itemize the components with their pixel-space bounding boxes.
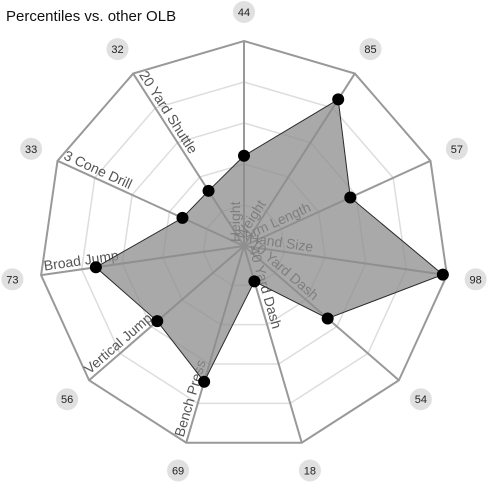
value-badge-text: 98: [469, 274, 481, 286]
value-badge-height: 44: [233, 1, 255, 23]
value-badge-text: 54: [415, 394, 427, 406]
value-badge-text: 33: [25, 144, 37, 156]
value-badge-arm-length: 57: [445, 137, 468, 160]
data-point-hand-size: [436, 268, 449, 281]
value-badge-bg: [409, 388, 432, 411]
value-badge-vertical-jump: 56: [56, 388, 79, 411]
axis-label-20-yard-shuttle: 20 Yard Shuttle: [136, 68, 201, 157]
data-point-bench-press: [198, 375, 211, 388]
value-badge-text: 85: [364, 44, 376, 56]
value-badge-text: 56: [61, 394, 73, 406]
axis-label-3-cone-drill: 3 Cone Drill: [62, 147, 135, 192]
value-badge-hand-size: 98: [464, 268, 487, 291]
value-badge-broad-jump: 73: [1, 268, 24, 291]
data-point-weight: [332, 93, 345, 106]
data-area-layer: [95, 98, 444, 383]
value-badge-bg: [167, 459, 190, 482]
axis-label-vertical-jump: Vertical Jump: [81, 310, 155, 377]
data-point-vertical-jump: [151, 315, 164, 328]
value-badge-bg: [464, 268, 487, 291]
value-badge-bg: [445, 137, 468, 160]
value-badge-weight: 85: [359, 38, 382, 61]
value-badge-bg: [106, 38, 129, 61]
value-badge-text: 73: [6, 274, 18, 286]
value-badge-text: 32: [111, 44, 123, 56]
data-point-height: [238, 149, 250, 162]
data-point-broad-jump: [89, 261, 102, 274]
data-point-3-cone-drill: [176, 211, 189, 224]
value-badge-bg: [298, 459, 321, 482]
value-badge-3-cone-drill: 33: [20, 137, 43, 160]
value-badge-bg: [233, 1, 255, 23]
value-badge-text: 57: [451, 144, 463, 156]
data-point-layer: [89, 93, 449, 388]
grid-ring-80: [80, 81, 408, 405]
value-badge-bg: [359, 38, 382, 61]
data-point-20-yard-shuttle: [202, 184, 215, 197]
value-badge-bg: [56, 388, 79, 411]
value-badge-10-yard-dash: 54: [409, 388, 432, 411]
chart-title: Percentiles vs. other OLB: [6, 8, 177, 25]
data-point-10-yard-dash: [321, 312, 334, 325]
value-badge-layer: 44 85 57 98 54 18 69 56 73 33 32: [1, 1, 487, 482]
value-badge-40-yard-dash: 18: [298, 459, 321, 482]
data-point-arm-length: [344, 191, 357, 204]
data-area: [95, 98, 444, 383]
value-badge-bg: [20, 137, 43, 160]
value-badge-text: 18: [304, 466, 316, 478]
value-badge-text: 69: [172, 466, 184, 478]
grid-outer-frame: [40, 39, 448, 444]
value-badge-bench-press: 69: [167, 459, 190, 482]
value-badge-20-yard-shuttle: 32: [106, 38, 129, 61]
value-badge-bg: [1, 268, 24, 291]
value-badge-text: 44: [238, 7, 250, 19]
data-point-40-yard-dash: [248, 275, 261, 288]
